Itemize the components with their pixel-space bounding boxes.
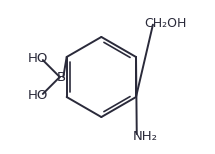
Text: NH₂: NH₂ (133, 130, 158, 143)
Text: B: B (57, 71, 66, 83)
Text: HO: HO (28, 89, 48, 102)
Text: HO: HO (28, 52, 48, 65)
Text: CH₂OH: CH₂OH (144, 17, 186, 30)
